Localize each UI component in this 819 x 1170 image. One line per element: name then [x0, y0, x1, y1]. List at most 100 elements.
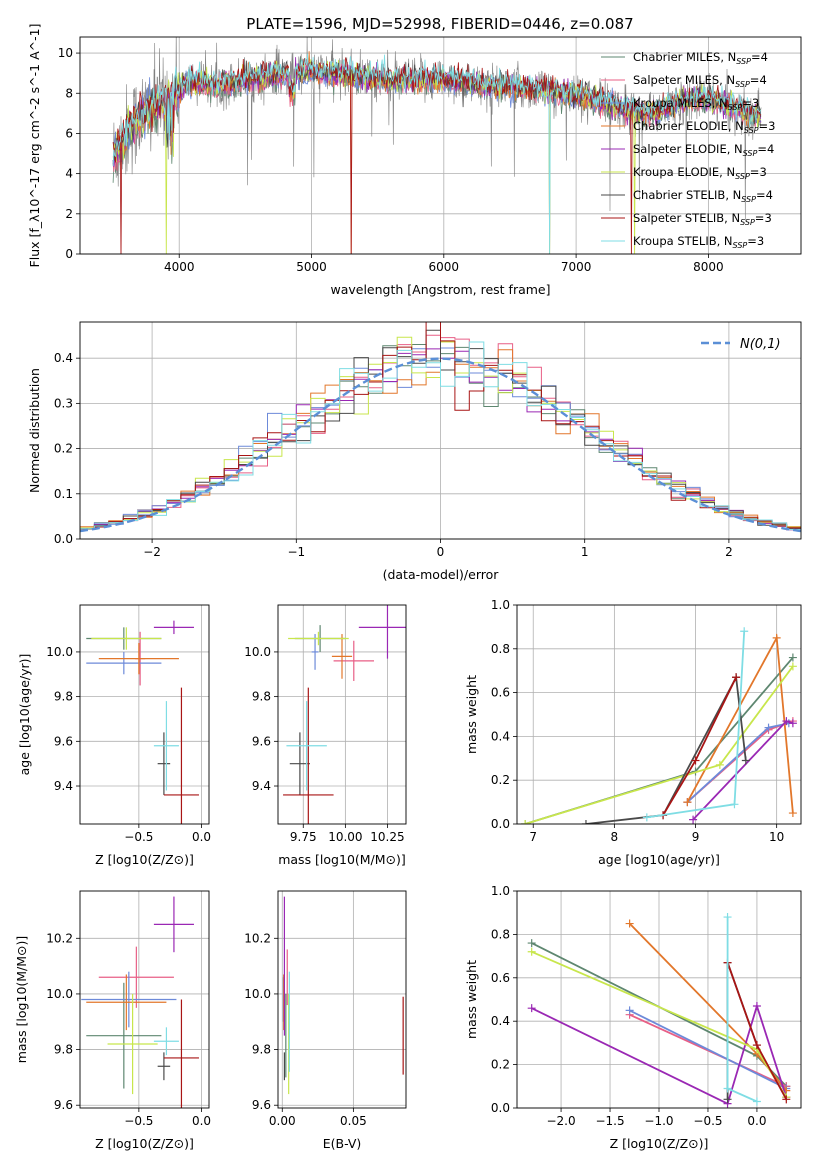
point-marker: [782, 717, 791, 726]
point-marker: [527, 939, 536, 948]
mass_weight_vs_age-xtick-label: 9: [692, 830, 700, 844]
mass_vs_ebv-ytick-label: 10.2: [244, 931, 271, 945]
histogram-kroupa-stelib: [80, 341, 801, 530]
age_vs_mass-ytick-label: 10.0: [244, 645, 271, 659]
histogram-chabrier-stelib: [80, 329, 801, 530]
legend-label: Salpeter MILES, NSSP=4: [633, 73, 767, 89]
age_vs_Z-xtick-label: 0.0: [192, 830, 211, 844]
legend-nssp: 3: [764, 211, 771, 225]
age_vs_mass-errorbar-salpeter-elodie: [358, 605, 406, 659]
legend-nssp-prefix: , N: [719, 73, 735, 87]
mass_vs_Z-errorbar-chabrier-stelib: [157, 1052, 171, 1081]
legend-model: Chabrier STELIB: [633, 188, 725, 202]
legend-label: N(0,1): [740, 337, 781, 352]
legend-nssp: 4: [759, 73, 766, 87]
age_vs_mass-errorbar-salpeter-stelib: [283, 687, 334, 824]
legend-model: Chabrier MILES: [633, 50, 720, 64]
panel-mass_vs_Z: −0.5 0.0 9.6 9.8 10.0 10.2 Z [log10(Z/Z⊙)] mass…: [14, 890, 211, 1151]
spectrum-frame: [79, 36, 802, 255]
legend-model: Salpeter STELIB: [633, 211, 724, 225]
age_vs_Z-ytick-label: 9.8: [54, 690, 73, 704]
point-marker: [764, 723, 773, 732]
age_vs_mass-errorbar-kroupa-stelib: [286, 701, 327, 791]
spectrum-ytick-label: 10: [58, 46, 73, 60]
legend-model: Salpeter MILES: [633, 73, 719, 87]
mass_vs_ebv-ticks: 0.00 0.05 9.6 9.8 10.0 10.2: [244, 931, 366, 1128]
series-line: [629, 1013, 787, 1088]
legend-nssp-eq: =: [759, 119, 769, 133]
panel-mass_weight_vs_age: 7 8 9 10 0.0 0.2 0.4 0.6 0.8 1.0 age [log10(age/yr…: [464, 598, 802, 867]
mass_weight_vs_age-xtick-label: 7: [529, 830, 537, 844]
age_vs_mass-errorbar-kroupa-miles: [311, 634, 319, 670]
mass_weight_vs_Z-frame: [516, 890, 802, 1109]
legend-nssp-eq: =: [757, 142, 767, 156]
age_vs_mass-frame: [277, 604, 407, 825]
mass_vs_ebv-frame: [277, 890, 407, 1109]
mass_vs_Z-ytick-label: 10.2: [46, 931, 73, 945]
age_vs_mass-xlabel: mass [log10(M/M⊙)]: [278, 852, 406, 867]
point-marker: [752, 1097, 761, 1106]
residuals-frame: [79, 321, 802, 540]
spectrum-ytick-label: 8: [65, 86, 73, 100]
mass_vs_ebv-xtick-label: 0.00: [269, 1114, 296, 1128]
point-marker: [689, 815, 698, 824]
residuals-ytick-label: 0.2: [54, 442, 73, 456]
mass_weight_vs_age-line-kroupa-stelib: [642, 627, 749, 822]
mass_weight_vs_Z-ytick-label: 1.0: [491, 884, 510, 898]
age_vs_Z-errorbar-chabrier-elodie: [98, 642, 179, 675]
age_vs_Z-ytick-label: 10.0: [46, 645, 73, 659]
legend-nssp-eq: =: [755, 211, 765, 225]
spectrum-ticks: 4000 5000 6000 7000 8000 0 2 4 6 8 10: [58, 46, 724, 274]
age_vs_Z-ticks: −0.5 0.0 9.4 9.6 9.8 10.0: [46, 645, 211, 844]
legend-label: Kroupa MILES, NSSP=3: [633, 96, 759, 112]
mass_weight_vs_Z-xtick-label: −0.5: [693, 1114, 722, 1128]
mass_vs_Z-errorbar-salpeter-elodie: [153, 896, 194, 953]
point-marker: [788, 653, 797, 662]
spectrum-xtick-label: 8000: [693, 260, 724, 274]
legend-nssp-prefix: , N: [724, 211, 740, 225]
panel-spectrum: 4000 5000 6000 7000 8000 0 2 4 6 8 10 Chabrier MILE…: [27, 24, 802, 297]
residuals-xtick-label: 0: [437, 545, 445, 559]
age_vs_Z-marks: [86, 620, 199, 824]
legend-nssp-eq: =: [750, 73, 760, 87]
point-marker: [642, 813, 651, 822]
legend-nssp: 3: [752, 96, 759, 110]
age_vs_mass-xtick-label: 10.25: [370, 830, 404, 844]
age_vs_mass-marks: [283, 605, 406, 824]
gaussian-curve: [80, 357, 801, 533]
mass_vs_ebv-marks: [282, 896, 404, 1095]
spectrum-ytick-label: 6: [65, 126, 73, 140]
mass_weight_vs_Z-xtick-label: −2.0: [546, 1114, 575, 1128]
mass_vs_ebv-xtick-label: 0.05: [340, 1114, 367, 1128]
mass_vs_Z-ylabel: mass [log10(M/M⊙)]: [14, 936, 29, 1064]
legend-nssp-sub: SSP: [740, 218, 755, 227]
point-marker: [581, 820, 590, 824]
mass_vs_Z-ytick-label: 10.0: [46, 987, 73, 1001]
legend-nssp-prefix: , N: [725, 188, 741, 202]
mass_vs_Z-errorbar-kroupa-miles: [81, 971, 177, 1028]
legend-label: Kroupa ELODIE, NSSP=3: [633, 165, 767, 181]
age_vs_mass-ticks: 9.75 10.00 10.25 9.4 9.6 9.8 10.0: [244, 645, 404, 844]
mass_vs_Z-errorbar-salpeter-stelib: [163, 999, 199, 1108]
legend-label: Salpeter ELODIE, NSSP=4: [633, 142, 774, 158]
legend-model: Kroupa MILES: [633, 96, 712, 110]
histogram-salpeter-stelib: [80, 322, 801, 530]
mass_weight_vs_age-line-salpeter-elodie: [689, 717, 797, 824]
age_vs_Z-xtick-label: −0.5: [124, 830, 153, 844]
point-marker: [723, 1095, 732, 1104]
point-marker: [723, 1084, 732, 1093]
mass_weight_vs_age-ytick-label: 0.4: [491, 729, 510, 743]
point-marker: [625, 1006, 634, 1015]
point-marker: [723, 913, 732, 922]
age_vs_Z-errorbar-kroupa-miles: [86, 651, 162, 675]
point-marker: [730, 800, 739, 809]
spectrum-xlabel: wavelength [Angstrom, rest frame]: [330, 282, 550, 297]
point-marker: [521, 820, 530, 824]
mass_weight_vs_age-marks: [521, 627, 797, 824]
mass_vs_Z-xtick-label: 0.0: [192, 1114, 211, 1128]
age_vs_mass-ytick-label: 9.8: [252, 690, 271, 704]
mass_weight_vs_Z-ticks: −2.0 −1.5 −1.0 −0.5 0.0 0.0 0.2 0.4 0.6 0.8 1.0: [491, 884, 767, 1128]
mass_weight_vs_Z-grid: [517, 890, 801, 1109]
legend-nssp: 4: [767, 142, 774, 156]
